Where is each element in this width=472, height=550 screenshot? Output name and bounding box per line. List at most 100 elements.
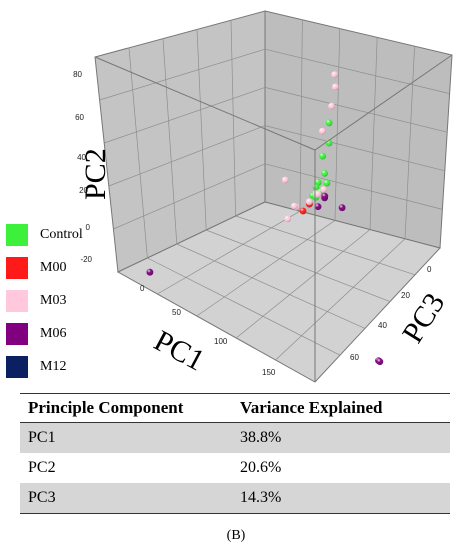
- pc2-tick-label: 20: [79, 186, 88, 195]
- grid-line: [196, 220, 336, 317]
- pc2-ticks: 80 60 40 20 0 -20: [73, 70, 92, 264]
- grid-line: [235, 229, 371, 339]
- grid-line: [299, 19, 303, 212]
- data-point: [284, 215, 292, 223]
- legend-swatch: [6, 223, 28, 246]
- grid-line: [147, 257, 341, 356]
- pc1-tick-label: 150: [262, 368, 276, 377]
- legend-swatch: [6, 355, 28, 378]
- grid-line: [176, 243, 366, 329]
- legend-item-control: Control: [6, 218, 83, 251]
- pc1-tick-label: 50: [172, 308, 181, 317]
- pc3-ticks: 0 20 40 60: [350, 265, 432, 362]
- grid-line: [334, 28, 341, 221]
- data-point: [305, 198, 313, 206]
- grid-lines: [99, 19, 450, 361]
- table-row: PC3 14.3%: [20, 483, 450, 514]
- data-point-shade: [331, 71, 338, 78]
- legend-item-m00: M00: [6, 251, 83, 284]
- data-point-shade: [284, 215, 292, 223]
- data-point: [331, 83, 339, 91]
- legend-label: Control: [40, 226, 83, 242]
- grid-line: [99, 48, 266, 101]
- grid-line: [113, 163, 266, 230]
- data-point-shade: [323, 179, 331, 187]
- data-point: [314, 203, 322, 211]
- data-point-shade: [376, 358, 384, 365]
- grid-line: [108, 125, 266, 187]
- pc2-tick-label: -20: [80, 255, 92, 264]
- pc3-tick-label: 20: [401, 291, 410, 300]
- grid-line: [264, 87, 448, 133]
- data-point-shade: [320, 186, 328, 193]
- pca-3d-scatter: 80 60 40 20 0 -20 0 50 100 150 0 20 40 6…: [73, 10, 453, 383]
- grid-line: [264, 48, 450, 94]
- data-point: [331, 71, 338, 78]
- data-point-shade: [319, 152, 326, 160]
- table-row: PC1 38.8%: [20, 422, 450, 453]
- data-point: [328, 102, 335, 110]
- table-header-component: Principle Component: [20, 393, 232, 423]
- table-cell-variance: 38.8%: [232, 422, 450, 453]
- grid-line: [404, 46, 415, 239]
- data-point-shade: [305, 198, 313, 206]
- data-point-shade: [312, 183, 320, 191]
- legend-label: M03: [40, 292, 67, 308]
- grid-line: [275, 238, 406, 361]
- legend-label: M12: [40, 358, 67, 374]
- data-point-shade: [319, 127, 326, 135]
- legend-swatch: [6, 289, 28, 312]
- plot-box: [94, 10, 453, 383]
- legend-item-m12: M12: [6, 350, 83, 383]
- legend-item-m06: M06: [6, 317, 83, 350]
- data-point-shade: [146, 268, 154, 276]
- data-point: [312, 183, 320, 191]
- grid-line: [196, 29, 207, 231]
- pc2-tick-label: 0: [86, 223, 91, 232]
- legend: Control M00 M03 M06 M12: [6, 218, 83, 383]
- grid-line: [128, 47, 148, 259]
- data-point-shade: [338, 204, 346, 212]
- grid-line: [157, 210, 301, 295]
- pc3-tick-label: 40: [378, 321, 387, 330]
- data-point: [299, 207, 307, 215]
- grid-line: [104, 87, 266, 144]
- variance-table: Principle Component Variance Explained P…: [20, 393, 450, 514]
- data-point: [321, 192, 329, 200]
- table-row: PC2 20.6%: [20, 453, 450, 483]
- table-cell-variance: 14.3%: [232, 483, 450, 514]
- pc1-ticks: 0 50 100 150: [140, 284, 276, 377]
- table-cell-component: PC3: [20, 483, 232, 514]
- data-point: [314, 190, 322, 198]
- legend-swatch: [6, 256, 28, 279]
- pc2-tick-label: 40: [77, 153, 86, 162]
- pc1-tick-label: 100: [214, 337, 228, 346]
- data-point: [323, 179, 331, 187]
- table-header-variance: Variance Explained: [232, 393, 450, 423]
- table-cell-component: PC1: [20, 422, 232, 453]
- pc2-axis-title: PC2: [79, 148, 112, 200]
- floor: [116, 201, 441, 383]
- data-point-shade: [299, 207, 307, 215]
- legend-item-m03: M03: [6, 284, 83, 317]
- data-point: [319, 127, 326, 135]
- data-point: [320, 186, 328, 193]
- data-point-shade: [314, 203, 322, 211]
- pc1-axis-title: PC1: [149, 324, 210, 377]
- data-point: [321, 169, 328, 177]
- grid-line: [369, 37, 378, 230]
- pc3-tick-label: 0: [427, 265, 432, 274]
- grid-line: [264, 163, 443, 210]
- data-point-shade: [281, 176, 289, 184]
- front-frame: [94, 54, 453, 382]
- data-point-shade: [321, 192, 329, 200]
- legend-label: M00: [40, 259, 67, 275]
- grid-line: [162, 38, 178, 245]
- data-point-shade: [331, 83, 339, 91]
- data-point-shade: [328, 102, 335, 110]
- grid-line: [264, 125, 445, 172]
- data-point-shade: [325, 119, 333, 127]
- data-point: [281, 176, 289, 184]
- data-point-shade: [321, 169, 328, 177]
- legend-swatch: [6, 322, 28, 345]
